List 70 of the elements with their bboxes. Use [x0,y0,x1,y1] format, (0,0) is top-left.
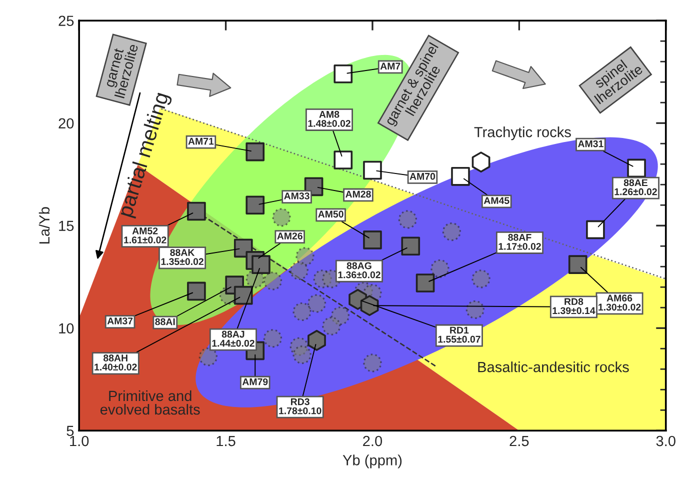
x-tick-label: 2.5 [510,436,529,446]
point [290,261,308,280]
point [252,255,270,274]
point [472,152,490,173]
x-tick-label: 2.0 [363,436,382,446]
point [363,160,382,180]
annotation: RD8 1.39±0.14 [552,298,596,314]
annotation: RD3 1.78±0.10 [279,398,322,414]
y-tick-label: 15 [59,220,74,232]
point [586,220,605,240]
point [363,354,382,372]
annotation: AM50 [318,210,344,218]
annotation: RD1 1.55±0.07 [438,326,480,343]
annotation: AM79 [242,378,268,386]
y-tick-label: 20 [58,118,74,129]
annotation: AM26 [277,232,302,240]
point [292,345,312,364]
point [401,236,420,256]
x-tick-label: 1.5 [216,436,236,446]
annotation: 88AH 1.40±0.02 [94,354,137,371]
point [363,230,382,250]
point [442,222,462,242]
point [246,196,265,215]
y-tick-label: 25 [58,16,74,26]
annotation: 88AI [155,318,175,326]
annotation: 88AG 1.36±0.02 [338,262,380,278]
annotation: AM7 [380,62,400,70]
point [187,282,206,301]
annotation: AM8 1.48±0.02 [308,110,350,127]
annotation: Primitive and evolved basalts [100,390,200,415]
annotation: AM71 [188,138,214,145]
point [472,270,490,288]
y-tick-label: 10 [59,323,74,334]
point [334,64,353,84]
point [307,294,326,313]
point [263,329,282,348]
x-axis-title: Yb (ppm) [342,454,402,468]
point [416,274,435,292]
point [334,150,353,170]
annotation: AM70 [410,172,436,180]
annotation: Basaltic-andesitic rocks [478,362,629,372]
annotation: AM37 [107,317,133,324]
point [627,158,646,178]
point [360,295,379,316]
y-tick-label: 5 [66,426,74,436]
annotation: 88AJ 1.44±0.02 [212,330,254,347]
annotation: AM45 [484,197,510,204]
point [292,302,312,322]
point [308,330,326,351]
annotation: Trachytic rocks [474,126,571,140]
annotation: 88AE 1.26±0.02 [614,179,657,196]
annotation: AM31 [578,140,604,148]
annotation: AM66 1.30±0.02 [598,294,641,311]
point [568,255,588,274]
annotation: 88AK 1.35±0.02 [161,249,204,266]
point [246,142,265,162]
x-tick-label: 1.0 [70,436,89,446]
annotation: AM33 [284,192,310,200]
point [398,210,418,229]
point [322,316,341,336]
annotation: 88AF 1.17±0.02 [498,234,541,250]
point [272,208,291,227]
point [263,272,282,290]
annotation: AM28 [346,190,371,198]
annotation: AM52 1.61±0.02 [124,227,166,244]
x-tick-label: 3.0 [656,436,676,446]
annotation: garnet lherzolite [104,44,138,98]
y-axis-title: La/Yb [38,207,50,244]
point [187,202,206,221]
point [451,166,470,186]
